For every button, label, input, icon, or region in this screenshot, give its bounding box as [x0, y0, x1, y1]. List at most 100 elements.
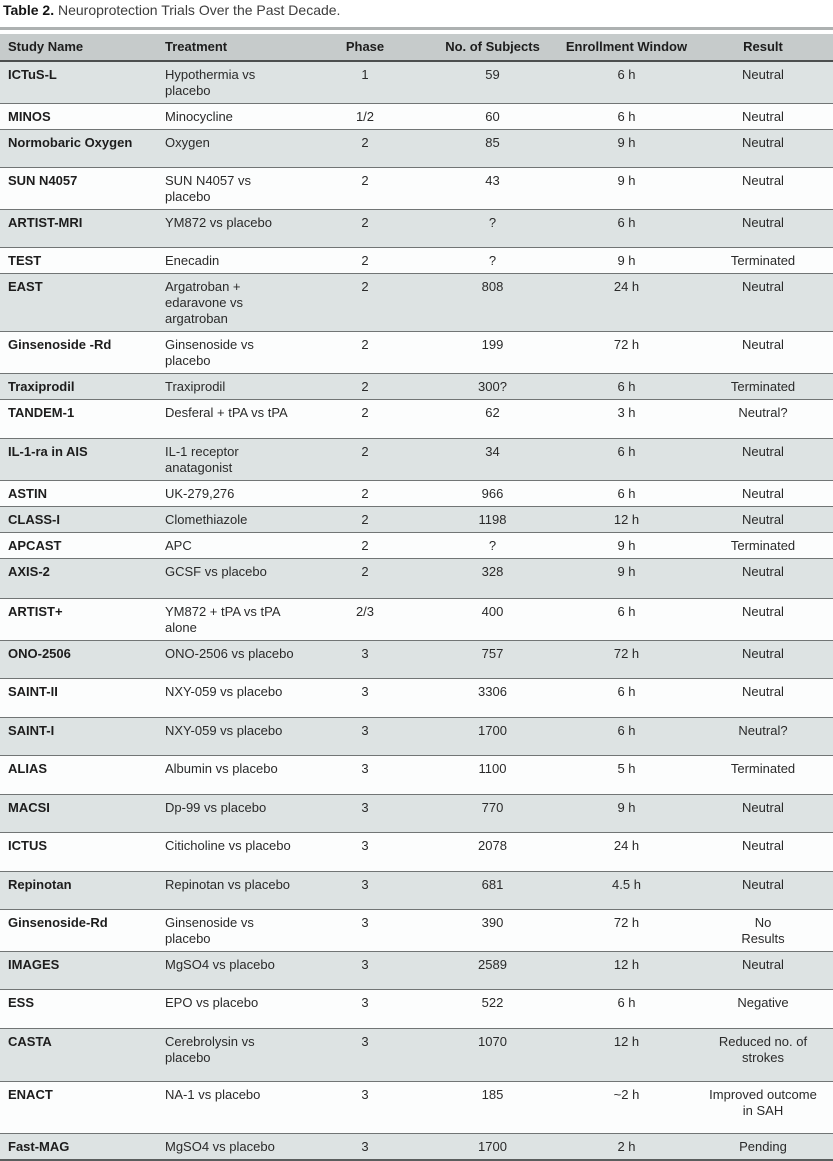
cell-window: 72 h	[560, 909, 693, 952]
cell-subjects: 2589	[425, 951, 560, 990]
cell-study: MINOS	[0, 103, 160, 130]
cell-phase: 3	[305, 717, 425, 756]
table-row: Normobaric Oxygen Oxygen 2 85 9 h Neutral	[0, 129, 833, 168]
cell-subjects: 681	[425, 871, 560, 910]
table-row: Repinotan Repinotan vs placebo 3 681 4.5 h Ne…	[0, 871, 833, 910]
cell-window: 6 h	[560, 103, 693, 130]
cell-phase: 3	[305, 871, 425, 910]
cell-result: Neutral	[693, 129, 833, 168]
cell-subjects: 808	[425, 273, 560, 332]
cell-phase: 2	[305, 558, 425, 599]
cell-phase: 3	[305, 832, 425, 872]
cell-window: 9 h	[560, 167, 693, 210]
cell-study: Fast-MAG	[0, 1133, 160, 1160]
table-row: ENACT NA-1 vs placebo 3 185 ~2 h Improved out…	[0, 1081, 833, 1134]
cell-window: 6 h	[560, 209, 693, 248]
column-header-result: Result	[693, 34, 833, 62]
cell-study: IMAGES	[0, 951, 160, 990]
neuroprotection-trials-table: Study Name Treatment Phase No. of Subjects E…	[0, 34, 833, 1161]
cell-result: Terminated	[693, 373, 833, 400]
cell-result: Terminated	[693, 532, 833, 559]
cell-phase: 3	[305, 1133, 425, 1160]
cell-study: ENACT	[0, 1081, 160, 1134]
cell-window: 12 h	[560, 951, 693, 990]
column-header-phase: Phase	[305, 34, 425, 62]
cell-subjects: 199	[425, 331, 560, 374]
cell-study: ARTIST-MRI	[0, 209, 160, 248]
cell-result: Neutral	[693, 598, 833, 641]
cell-phase: 2	[305, 273, 425, 332]
cell-treatment: GCSF vs placebo	[160, 558, 305, 599]
cell-phase: 2	[305, 167, 425, 210]
cell-phase: 1	[361, 67, 369, 82]
cell-subjects: 60	[425, 103, 560, 130]
cell-subjects: 2078	[425, 832, 560, 872]
table-row: TANDEM-1 Desferal + tPA vs tPA 2 62 3 h Neutr…	[0, 399, 833, 439]
cell-subjects: 62	[425, 399, 560, 439]
cell-phase: 2/3	[305, 598, 425, 641]
cell-window: 24 h	[560, 273, 693, 332]
cell-phase: 2	[305, 506, 425, 533]
cell-treatment: Cerebrolysin vs placebo	[160, 1028, 305, 1082]
cell-result: No Results	[693, 909, 833, 952]
table-title-number: Table 2.	[3, 2, 55, 18]
cell-treatment: NXY-059 vs placebo	[160, 678, 305, 718]
table-row: IMAGES MgSO4 vs placebo 3 2589 12 h Neutral	[0, 951, 833, 990]
table-row: EAST Argatroban + edaravone vs argatroban…	[0, 273, 833, 332]
cell-phase: 2	[305, 438, 425, 481]
table-row: Fast-MAG MgSO4 vs placebo 3 1700 2 h Pending	[0, 1133, 833, 1160]
cell-treatment: EPO vs placebo	[160, 989, 305, 1029]
cell-study: SUN N4057	[0, 167, 160, 210]
cell-treatment: Ginsenoside vs placebo	[160, 331, 305, 374]
cell-result: Neutral	[693, 331, 833, 374]
cell-study: EAST	[0, 273, 160, 332]
cell-result: Improved outcome in SAH	[693, 1081, 833, 1134]
cell-result: Neutral	[693, 273, 833, 332]
cell-treatment: Minocycline	[160, 103, 305, 130]
cell-subjects: 1100	[425, 755, 560, 795]
cell-phase: 2	[305, 480, 425, 507]
table-row: IL-1-ra in AIS IL-1 receptor anatagonist 2…	[0, 438, 833, 481]
cell-result: Neutral?	[693, 717, 833, 756]
table-row: CASTA Cerebrolysin vs placebo 3 1070 12 h Red…	[0, 1028, 833, 1082]
cell-treatment: ONO-2506 vs placebo	[160, 640, 305, 679]
cell-phase: 3	[305, 989, 425, 1029]
cell-study: ASTIN	[0, 480, 160, 507]
table-row: AXIS-2 GCSF vs placebo 2 328 9 h Neutral	[0, 558, 833, 599]
cell-window: 6 h	[617, 67, 636, 82]
cell-result: Neutral?	[693, 399, 833, 439]
table-body: ICTuS-L Hypothermia vs placebo 1 59 6 h Neutr…	[0, 61, 833, 1160]
cell-subjects: 85	[425, 129, 560, 168]
table-row: ONO-2506 ONO-2506 vs placebo 3 757 72 h Neutr…	[0, 640, 833, 679]
cell-treatment: Hypothermia vs placebo	[165, 67, 256, 98]
cell-phase: 2	[305, 247, 425, 274]
cell-subjects: ?	[425, 247, 560, 274]
cell-result: Neutral	[742, 67, 784, 82]
cell-treatment: Enecadin	[160, 247, 305, 274]
cell-study: ESS	[0, 989, 160, 1029]
cell-result: Neutral	[693, 209, 833, 248]
cell-study: CASTA	[0, 1028, 160, 1082]
table-row: SAINT-I NXY-059 vs placebo 3 1700 6 h Neutral…	[0, 717, 833, 756]
cell-subjects: 1070	[425, 1028, 560, 1082]
table-row: ESS EPO vs placebo 3 522 6 h Negative	[0, 989, 833, 1029]
cell-phase: 3	[305, 755, 425, 795]
table-row: SUN N4057 SUN N4057 vs placebo 2 43 9 h Neutr…	[0, 167, 833, 210]
cell-result: Neutral	[693, 103, 833, 130]
cell-study: ONO-2506	[0, 640, 160, 679]
table-title-text: Neuroprotection Trials Over the Past Dec…	[54, 2, 341, 18]
cell-phase: 3	[305, 1081, 425, 1134]
cell-result: Neutral	[693, 678, 833, 718]
cell-subjects: 1198	[425, 506, 560, 533]
cell-subjects: 522	[425, 989, 560, 1029]
cell-window: 72 h	[560, 640, 693, 679]
cell-phase: 2	[305, 399, 425, 439]
cell-result: Reduced no. of strokes	[693, 1028, 833, 1082]
cell-phase: 2	[305, 331, 425, 374]
column-header-treatment: Treatment	[160, 34, 305, 62]
table-title: Table 2. Neuroprotection Trials Over the…	[0, 0, 833, 19]
cell-subjects: ?	[425, 209, 560, 248]
cell-subjects: ?	[425, 532, 560, 559]
cell-window: 6 h	[560, 678, 693, 718]
cell-result: Neutral	[693, 794, 833, 833]
